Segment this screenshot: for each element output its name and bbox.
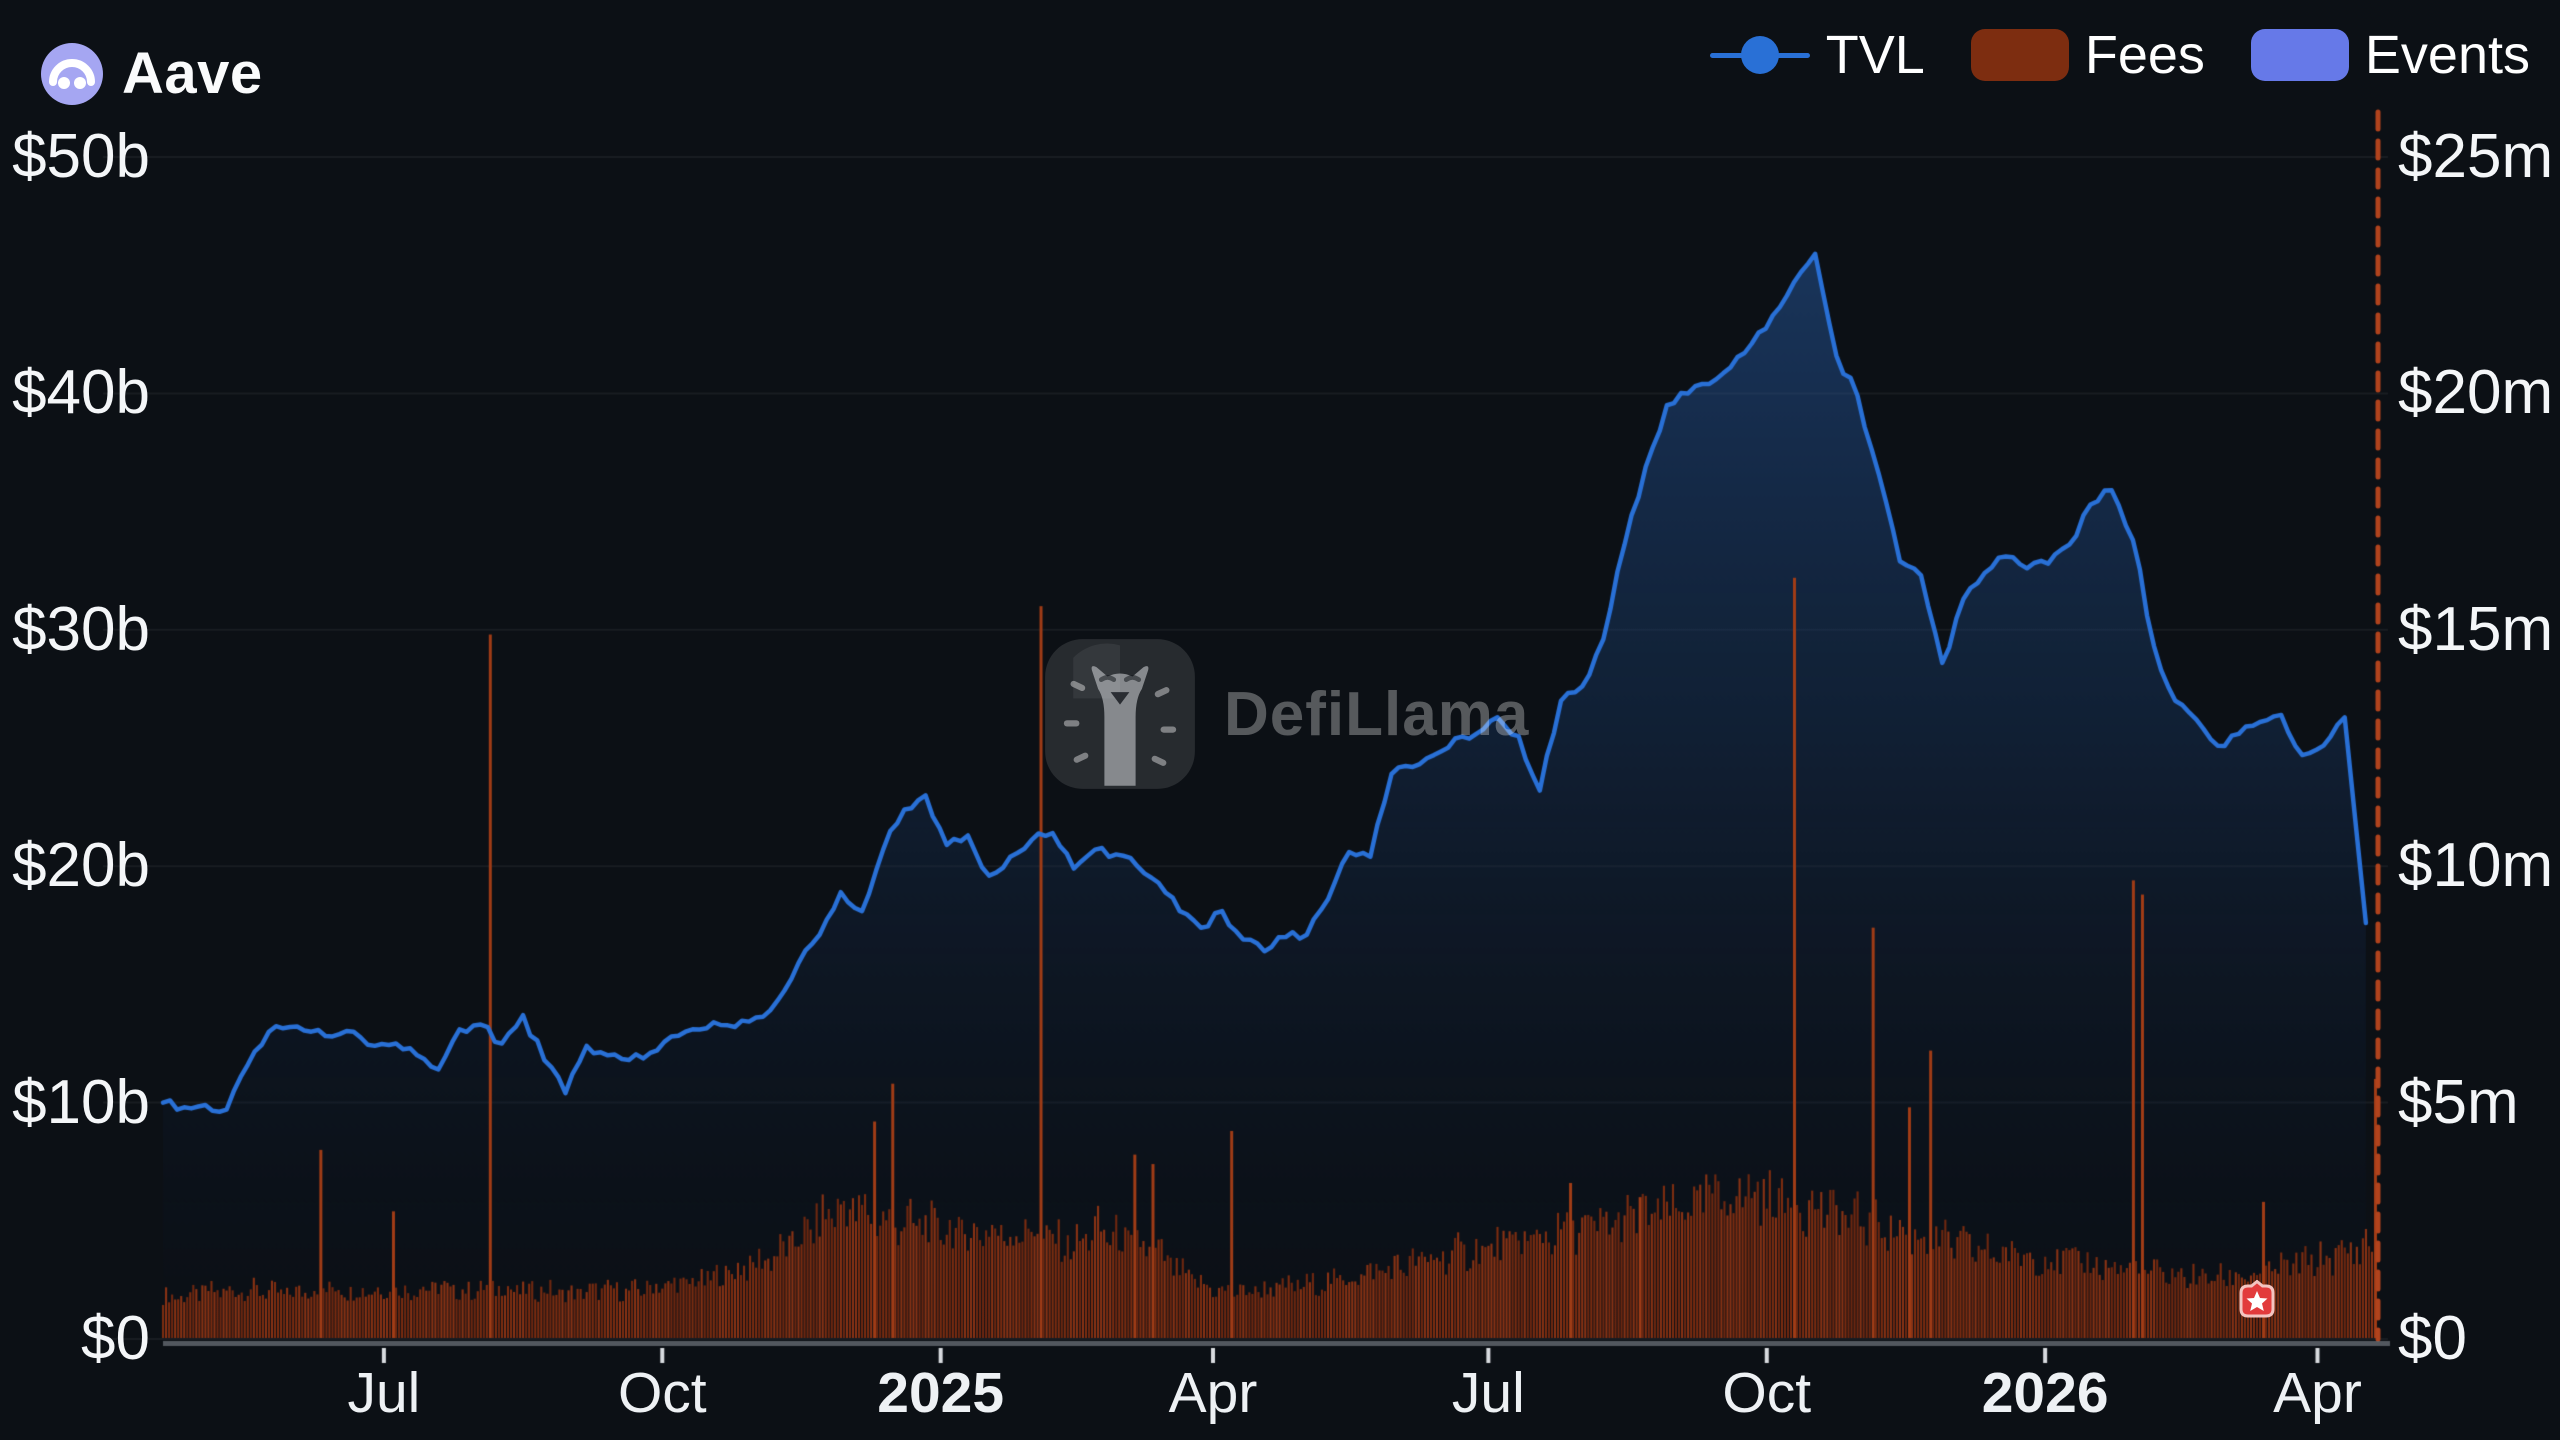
legend-label-fees: Fees [2084, 25, 2205, 85]
x-tick-label: 2026 [1981, 1361, 2109, 1425]
legend-label-tvl: TVL [1825, 25, 1925, 85]
y-right-tick-label: $25m [2398, 122, 2554, 191]
y-left-tick-label: $50b [12, 122, 150, 191]
aave-logo-icon [41, 42, 103, 105]
y-left-tick-label: $0 [81, 1304, 150, 1373]
x-tick-label: Apr [2273, 1361, 2362, 1425]
chart-legend: TVL Fees Events [1709, 24, 2530, 86]
x-tick-label: Jul [347, 1361, 421, 1425]
y-right-tick-label: $5m [2398, 1067, 2519, 1137]
event-star-badge[interactable] [2234, 1280, 2280, 1322]
legend-item-fees[interactable]: Fees [1970, 24, 2205, 86]
y-left-tick-label: $40b [12, 358, 150, 428]
y-left-tick-label: $20b [12, 831, 150, 901]
y-left-tick-label: $30b [12, 594, 150, 664]
legend-item-tvl[interactable]: TVL [1709, 24, 1925, 86]
x-tick-label: 2025 [877, 1361, 1005, 1425]
x-tick-label: Oct [617, 1361, 707, 1425]
events-swatch-icon [2250, 29, 2349, 81]
header: Aave [40, 40, 263, 107]
y-right-tick-label: $20m [2398, 358, 2554, 428]
y-left-tick-label: $10b [12, 1067, 150, 1137]
tvl-line-dot-icon [1709, 29, 1810, 81]
y-right-tick-label: $15m [2398, 594, 2554, 664]
legend-label-events: Events [2364, 25, 2530, 85]
y-right-tick-label: $0 [2398, 1304, 2467, 1373]
page-title: Aave [122, 41, 263, 106]
fees-swatch-icon [1970, 29, 2069, 81]
legend-item-events[interactable]: Events [2250, 24, 2530, 86]
x-tick-label: Oct [1722, 1361, 1812, 1425]
y-right-tick-label: $10m [2398, 831, 2554, 901]
x-tick-label: Jul [1451, 1361, 1525, 1425]
x-tick-label: Apr [1168, 1361, 1258, 1425]
